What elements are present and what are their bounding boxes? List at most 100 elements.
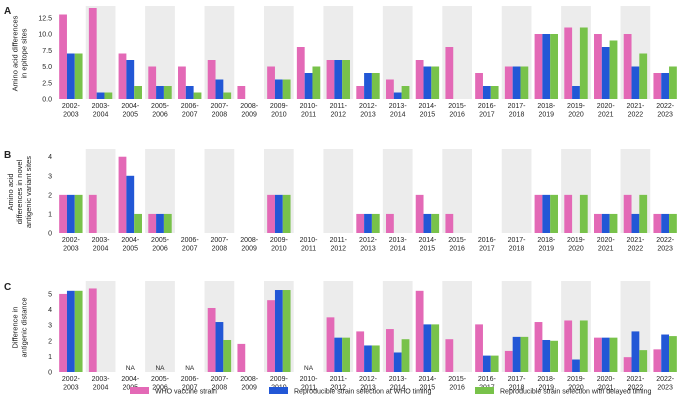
- bar: [274, 290, 283, 372]
- x-tick-label: 2018- 2019: [537, 103, 556, 119]
- bar: [512, 66, 521, 99]
- x-tick-label-line: 2018-: [537, 103, 556, 110]
- x-tick-label-line: 2012-: [359, 376, 378, 383]
- x-tick-label-line: 2010-: [300, 237, 319, 244]
- bar: [431, 324, 440, 372]
- bar: [504, 66, 513, 99]
- x-tick-label-line: 2012-: [359, 103, 378, 110]
- x-tick-label-line: 2010-: [300, 376, 319, 383]
- bar: [267, 66, 275, 99]
- x-tick-label-line: 2010: [271, 112, 287, 119]
- bar: [534, 34, 543, 99]
- y-tick-label: 2.5: [42, 80, 52, 87]
- bar: [156, 213, 164, 233]
- x-tick-label: 2003- 2004: [92, 376, 111, 392]
- bar: [237, 343, 246, 372]
- bar: [475, 73, 483, 99]
- x-tick-label-line: 2009: [241, 385, 257, 392]
- bar: [386, 79, 394, 99]
- x-tick-label-line: 2003-: [92, 237, 111, 244]
- bar: [282, 79, 291, 99]
- x-tick-label-line: 2017-: [508, 103, 527, 110]
- x-tick-label: 2010- 2011: [300, 376, 319, 392]
- bar: [163, 213, 172, 233]
- bar: [215, 79, 224, 99]
- bar: [207, 307, 216, 372]
- x-tick-label-line: 2011-: [330, 103, 348, 110]
- bar: [601, 47, 610, 99]
- bar: [282, 194, 291, 233]
- x-tick-label-line: 2013-: [389, 103, 408, 110]
- x-tick-label: 2004- 2005: [121, 103, 140, 119]
- x-tick-label-line: 2017: [479, 246, 495, 253]
- x-tick-label-line: 2019: [538, 385, 554, 392]
- bar: [490, 355, 499, 372]
- x-tick-label: 2007- 2008: [210, 376, 229, 392]
- x-tick-label: 2002- 2003: [62, 237, 81, 253]
- x-tick-label: 2012- 2013: [359, 103, 378, 119]
- x-tick-label-line: 2013: [360, 112, 376, 119]
- x-tick-label-line: 2021-: [626, 103, 645, 110]
- y-axis-label: Amino acid differencesin epitope sites: [11, 15, 29, 91]
- x-tick-label-line: 2014-: [418, 237, 437, 244]
- x-tick-label-line: 2015: [420, 246, 436, 253]
- bar: [393, 92, 402, 99]
- bar: [364, 213, 372, 233]
- x-tick-label-line: 2014: [390, 385, 406, 392]
- bar: [520, 336, 529, 372]
- x-tick-label-line: 2006: [152, 112, 168, 119]
- x-tick-label-line: 2006-: [181, 103, 200, 110]
- x-tick-label-line: 2009: [241, 112, 257, 119]
- x-tick-label: 2013- 2014: [389, 103, 408, 119]
- x-tick-label-line: 2018-: [537, 237, 556, 244]
- x-tick-label: 2012- 2013: [359, 237, 378, 253]
- bar: [609, 213, 618, 233]
- bar: [623, 357, 632, 372]
- x-tick-label-line: 2013: [360, 246, 376, 253]
- bar: [66, 290, 75, 372]
- bar: [59, 293, 67, 372]
- bar: [669, 213, 677, 233]
- bar: [134, 213, 142, 233]
- x-tick-label: 2019- 2020: [567, 103, 586, 119]
- x-tick-label-line: 2022: [628, 246, 644, 253]
- bar: [312, 66, 321, 99]
- legend: WHO vaccine strain Reproducible strain se…: [130, 387, 651, 396]
- y-tick-label: 12.5: [38, 15, 52, 22]
- x-tick-label-line: 2006-: [181, 376, 200, 383]
- bar: [371, 345, 380, 372]
- x-tick-label-line: 2014: [390, 246, 406, 253]
- x-tick-label-line: 2008: [212, 112, 228, 119]
- season-band: [323, 149, 354, 233]
- bar: [631, 66, 640, 99]
- x-tick-label-line: 2005: [122, 246, 138, 253]
- y-axis-label-line: Amino acid: [6, 173, 15, 210]
- bar: [364, 345, 372, 372]
- x-tick-label-line: 2016-: [478, 237, 497, 244]
- bar: [579, 27, 588, 99]
- x-tick-label-line: 2012-: [359, 237, 378, 244]
- x-tick-label-line: 2009-: [270, 103, 289, 110]
- x-tick-label-line: 2020-: [597, 103, 616, 110]
- x-tick-label-line: 2019-: [567, 376, 586, 383]
- bar: [669, 336, 677, 372]
- bar: [415, 290, 424, 372]
- x-tick-label-line: 2016-: [478, 103, 497, 110]
- bar: [356, 331, 365, 372]
- x-tick-label-line: 2010-: [300, 103, 319, 110]
- bar: [639, 194, 648, 233]
- x-tick-label-line: 2015: [420, 385, 436, 392]
- x-tick-label-line: 2020: [568, 385, 584, 392]
- x-tick-label-line: 2012: [330, 246, 346, 253]
- x-tick-label: 2014- 2015: [418, 376, 437, 392]
- x-tick-label-line: 2003: [63, 246, 79, 253]
- bar: [371, 213, 380, 233]
- x-tick-label-line: 2011-: [330, 237, 348, 244]
- bar: [223, 339, 232, 372]
- legend-label: Reproducible strain selection at WHO tim…: [294, 389, 431, 396]
- x-tick-label-line: 2018-: [537, 376, 556, 383]
- x-tick-label-line: 2019-: [567, 237, 586, 244]
- legend-label: Reproducible strain selection with delay…: [500, 389, 651, 396]
